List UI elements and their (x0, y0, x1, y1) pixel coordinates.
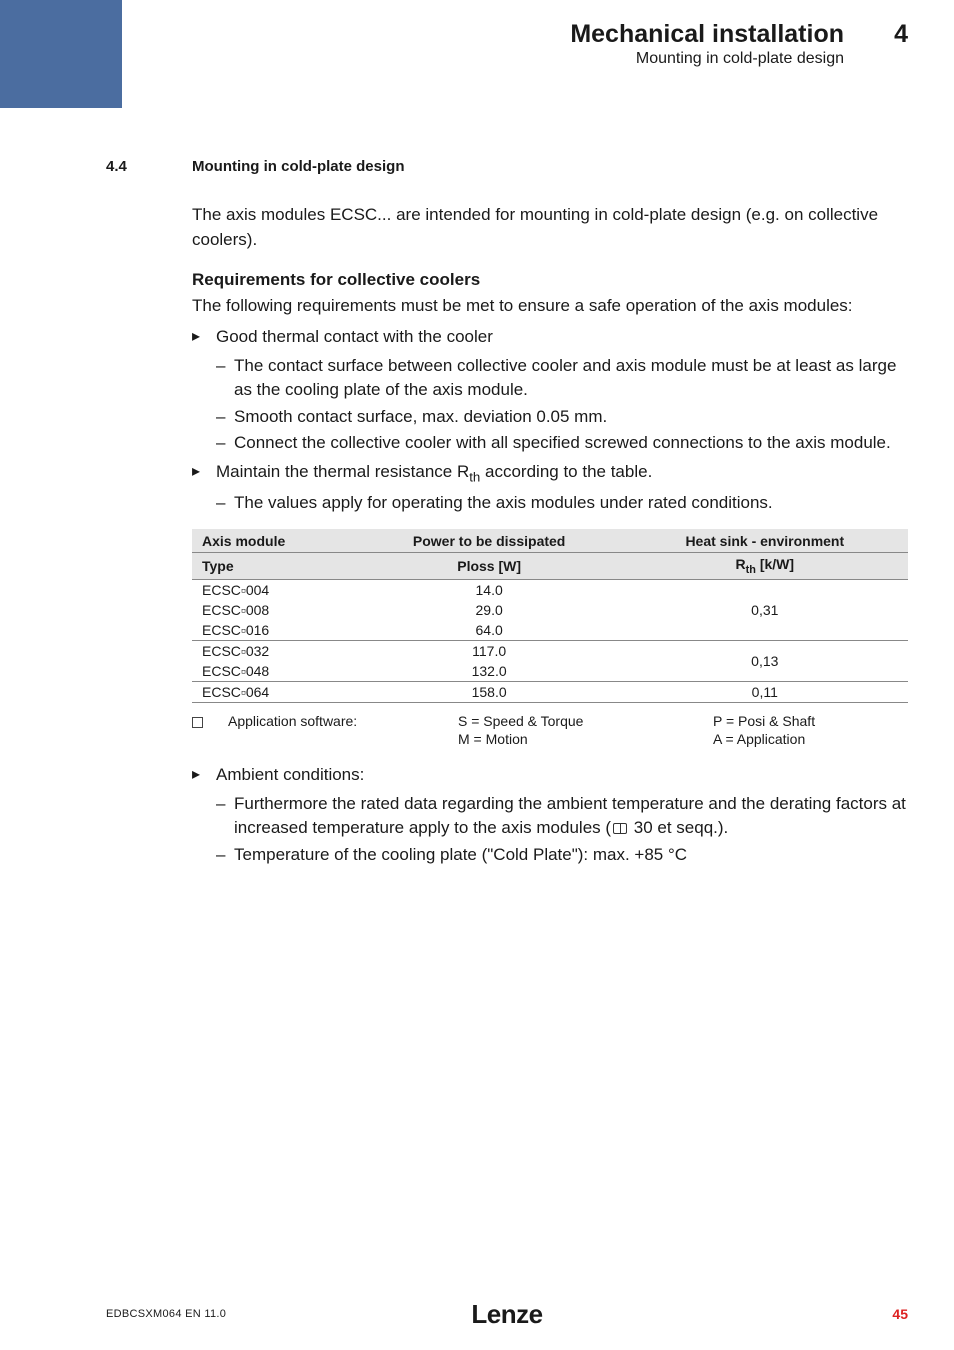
legend-value: S = Speed & Torque (458, 713, 713, 729)
sub-list: The values apply for operating the axis … (216, 491, 908, 516)
sub-list: The contact surface between collective c… (216, 354, 908, 457)
list-item: Maintain the thermal resistance Rth acco… (192, 460, 908, 515)
requirements-heading: Requirements for collective coolers (192, 270, 908, 290)
body-content: The axis modules ECSC... are intended fo… (106, 203, 908, 868)
section-title: Mounting in cold-plate design (192, 158, 404, 175)
table-header: Power to be dissipated (357, 529, 622, 553)
bullet-text-pre: Maintain the thermal resistance R (216, 462, 469, 481)
cell-rth: 0,31 (622, 580, 908, 641)
ambient-list: Ambient conditions: Furthermore the rate… (192, 763, 908, 868)
subscript: th (469, 470, 480, 485)
cell-type: ECSC▫064 (192, 682, 357, 703)
header-title: Mechanical installation (570, 20, 844, 49)
list-item: Good thermal contact with the cooler The… (192, 325, 908, 456)
requirements-paragraph: The following requirements must be met t… (192, 294, 908, 319)
subscript: th (746, 564, 756, 576)
list-item: Furthermore the rated data regarding the… (216, 792, 908, 841)
chapter-number: 4 (894, 20, 908, 49)
list-item: Smooth contact surface, max. deviation 0… (216, 405, 908, 430)
footer-page-number: 45 (892, 1306, 908, 1322)
section-heading-row: 4.4 Mounting in cold-plate design (106, 158, 908, 175)
legend-row: M = Motion A = Application (192, 731, 908, 747)
legend-value: M = Motion (458, 731, 713, 747)
legend-spacer (192, 731, 228, 747)
legend-value: P = Posi & Shaft (713, 713, 908, 729)
list-item: The contact surface between collective c… (216, 354, 908, 403)
table-row: ECSC▫032 117.0 0,13 (192, 641, 908, 662)
text-part: 30 et seqq.). (629, 818, 728, 837)
content-area: 4.4 Mounting in cold-plate design The ax… (0, 108, 954, 868)
cell-ploss: 64.0 (357, 620, 622, 641)
legend-marker-cell (192, 713, 228, 729)
footer-doc-code: EDBCSXM064 EN 11.0 (106, 1308, 226, 1320)
table-row: ECSC▫064 158.0 0,11 (192, 682, 908, 703)
table-header: Axis module (192, 529, 357, 553)
bullet-text: Good thermal contact with the cooler (216, 327, 493, 346)
section-number: 4.4 (106, 158, 192, 175)
page-header: Mechanical installation 4 Mounting in co… (0, 0, 954, 108)
list-item: Connect the collective cooler with all s… (216, 431, 908, 456)
book-icon (613, 823, 627, 834)
list-item: Ambient conditions: Furthermore the rate… (192, 763, 908, 868)
table-header: Ploss [W] (357, 553, 622, 580)
header-accent-block (0, 0, 122, 108)
requirements-list: Good thermal contact with the cooler The… (192, 325, 908, 515)
cell-rth: 0,13 (622, 641, 908, 682)
cell-rth: 0,11 (622, 682, 908, 703)
cell-type: ECSC▫016 (192, 620, 357, 641)
rth-pre: R (736, 556, 746, 572)
footer-logo: Lenze (471, 1299, 542, 1330)
bullet-text-post: according to the table. (480, 462, 652, 481)
placeholder-square-icon (192, 717, 203, 728)
intro-paragraph: The axis modules ECSC... are intended fo… (192, 203, 908, 252)
legend-row: Application software: S = Speed & Torque… (192, 713, 908, 729)
cell-type: ECSC▫004 (192, 580, 357, 601)
thermal-table: Axis module Power to be dissipated Heat … (192, 529, 908, 703)
cell-ploss: 132.0 (357, 661, 622, 682)
legend-spacer (228, 731, 458, 747)
list-item: The values apply for operating the axis … (216, 491, 908, 516)
cell-type: ECSC▫048 (192, 661, 357, 682)
cell-ploss: 158.0 (357, 682, 622, 703)
text-part: Furthermore the rated data regarding the… (234, 794, 906, 838)
legend-label: Application software: (228, 713, 458, 729)
bullet-text: Ambient conditions: (216, 765, 364, 784)
table-header: Type (192, 553, 357, 580)
rth-post: [k/W] (756, 556, 794, 572)
header-subtitle: Mounting in cold-plate design (636, 50, 844, 68)
sub-list: Furthermore the rated data regarding the… (216, 792, 908, 868)
table-row: ECSC▫004 14.0 0,31 (192, 580, 908, 601)
cell-ploss: 29.0 (357, 600, 622, 620)
cell-ploss: 14.0 (357, 580, 622, 601)
list-item: Temperature of the cooling plate ("Cold … (216, 843, 908, 868)
table-header: Heat sink - environment (622, 529, 908, 553)
table-header: Rth [k/W] (622, 553, 908, 580)
legend-value: A = Application (713, 731, 908, 747)
cell-ploss: 117.0 (357, 641, 622, 662)
page-footer: EDBCSXM064 EN 11.0 Lenze 45 (106, 1306, 908, 1322)
cell-type: ECSC▫008 (192, 600, 357, 620)
cell-type: ECSC▫032 (192, 641, 357, 662)
